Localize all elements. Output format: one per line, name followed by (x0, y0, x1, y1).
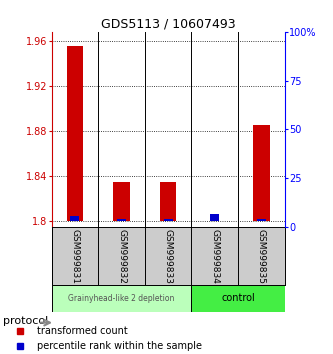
Bar (67, 46, 83, 221)
Text: GSM999832: GSM999832 (117, 229, 126, 284)
Bar (210, 214, 219, 221)
Bar (160, 182, 176, 221)
Title: GDS5113 / 10607493: GDS5113 / 10607493 (101, 18, 235, 31)
Text: GSM999831: GSM999831 (70, 229, 80, 284)
Bar (52, 285, 191, 312)
Text: transformed count: transformed count (37, 326, 128, 336)
Text: GSM999833: GSM999833 (164, 229, 173, 284)
Text: GSM999834: GSM999834 (210, 229, 219, 284)
Bar (253, 125, 269, 221)
Text: protocol: protocol (3, 316, 49, 326)
Bar (191, 285, 285, 312)
Text: GSM999835: GSM999835 (257, 229, 266, 284)
Bar (71, 216, 79, 221)
Bar (164, 219, 172, 221)
Bar (113, 182, 130, 221)
Bar (117, 219, 126, 221)
Text: control: control (221, 293, 255, 303)
Text: Grainyhead-like 2 depletion: Grainyhead-like 2 depletion (68, 294, 175, 303)
Text: percentile rank within the sample: percentile rank within the sample (37, 341, 201, 352)
Bar (257, 219, 266, 221)
